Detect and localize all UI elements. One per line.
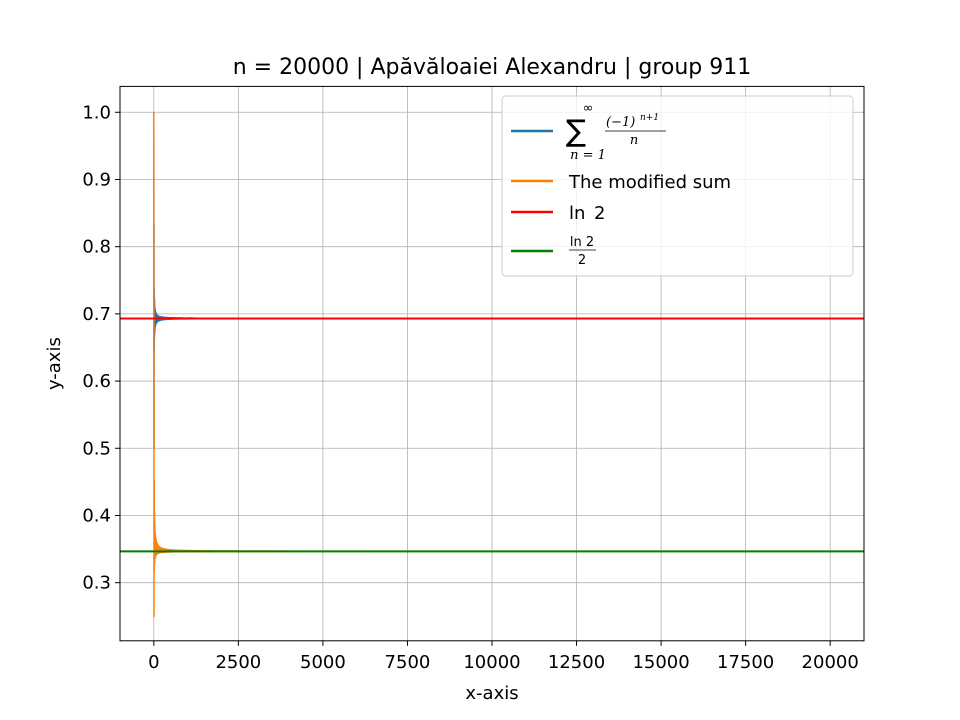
legend-box — [501, 95, 854, 277]
legend-series-0-upper: ∞ — [583, 101, 594, 116]
legend-series-3-denominator: 2 — [578, 253, 586, 268]
y-tick-label: 0.5 — [82, 438, 111, 459]
plot-area — [120, 112, 864, 618]
y-tick-label: 1.0 — [82, 102, 111, 123]
y-tick-label: 0.3 — [82, 573, 111, 594]
y-tick-label: 0.8 — [82, 237, 111, 258]
y-tick-label: 0.4 — [82, 505, 111, 526]
x-tick-label: 2500 — [215, 652, 261, 673]
x-tick-label: 17500 — [717, 652, 774, 673]
legend-label-series-0: ∑ ∞ n = 1 (−1) n+1 n — [566, 101, 666, 163]
y-tick-label: 0.6 — [82, 371, 111, 392]
y-tick-label: 0.9 — [82, 169, 111, 190]
chart-title: n = 20000 | Apăvăloaiei Alexandru | grou… — [233, 55, 752, 80]
legend-series-0-numerator: (−1) — [606, 115, 635, 130]
y-tick-label: 0.7 — [82, 304, 111, 325]
legend-series-3-numerator: ln 2 — [570, 235, 594, 250]
x-tick-label: 20000 — [802, 652, 859, 673]
legend-label-series-1: The modified sum — [568, 172, 731, 193]
legend-label-series-2: ln 2 — [569, 203, 605, 224]
x-tick-label: 12500 — [548, 652, 605, 673]
x-tick-label: 0 — [148, 652, 159, 673]
legend-series-2-arg: 2 — [594, 203, 605, 224]
legend-series-0-sum-symbol: ∑ — [566, 114, 586, 149]
legend-series-2-fn: ln — [569, 203, 585, 224]
legend-label-series-3: ln 2 2 — [569, 235, 596, 268]
x-ticks: 0 2500 5000 7500 10000 12500 15000 17500 20000 — [148, 640, 859, 673]
x-tick-label: 10000 — [463, 652, 520, 673]
x-tick-label: 15000 — [632, 652, 689, 673]
legend-series-0-denominator: n — [630, 133, 638, 148]
y-ticks: 0.3 0.4 0.5 0.6 0.7 0.8 0.9 1.0 — [82, 102, 120, 594]
x-tick-label: 7500 — [385, 652, 431, 673]
legend: ∑ ∞ n = 1 (−1) n+1 n The modified sum ln… — [501, 95, 854, 277]
x-axis-label: x-axis — [465, 683, 518, 704]
legend-series-0-lower: n = 1 — [570, 148, 606, 163]
y-axis-label: y-axis — [44, 337, 65, 390]
legend-series-0-exponent: n+1 — [640, 113, 659, 123]
x-tick-label: 5000 — [300, 652, 346, 673]
